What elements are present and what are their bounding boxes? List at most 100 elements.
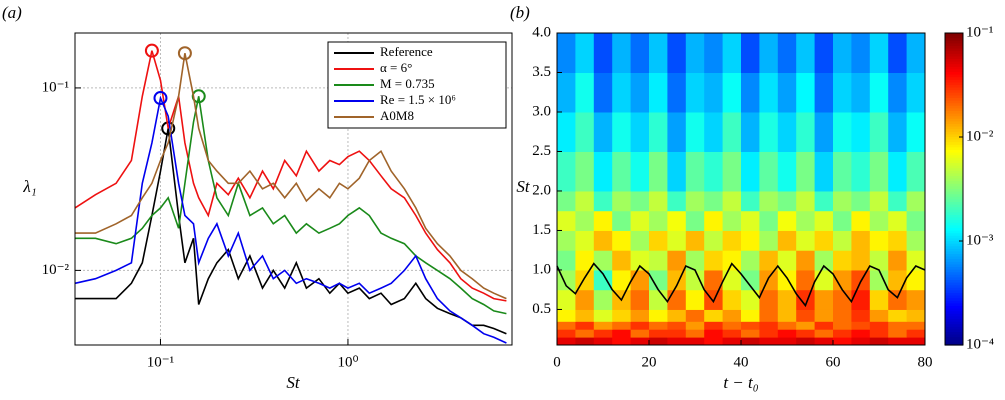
heatmap-cell [851, 72, 871, 113]
heatmap-cell [869, 111, 889, 152]
colorbar-segment [945, 202, 963, 206]
heatmap-cell [888, 269, 908, 291]
heatmap-cell [833, 111, 852, 152]
heatmap-cell [612, 111, 632, 152]
heatmap-cell [833, 309, 852, 322]
heatmap-cell [851, 230, 871, 251]
x-tick-label: 10⁻¹ [147, 354, 174, 370]
heatmap-cell [704, 151, 724, 192]
heatmap-cell [888, 309, 908, 322]
heatmap-cell [612, 33, 632, 73]
colorbar-segment [945, 256, 963, 260]
colorbar-segment [945, 51, 963, 55]
colorbar-segment [945, 124, 963, 128]
heatmap-cell [722, 250, 742, 271]
colorbar-segment [945, 254, 963, 258]
colorbar-segment [945, 326, 963, 330]
heatmap-cell [575, 151, 595, 192]
heatmap-cell [851, 309, 871, 322]
colorbar-segment [945, 40, 963, 44]
heatmap-cell [593, 269, 613, 291]
heatmap-cell [575, 289, 595, 310]
colorbar-segment [945, 103, 963, 107]
heatmap-cell [833, 72, 852, 113]
heatmap-cell [777, 289, 797, 310]
colorbar-segment [945, 90, 963, 94]
heatmap-cell [741, 289, 760, 310]
heatmap-cell [777, 33, 797, 73]
legend-label: M = 0.735 [380, 76, 435, 91]
heatmap-cell [722, 309, 742, 322]
colorbar-segment [945, 61, 963, 65]
heatmap-cell [906, 250, 926, 271]
colorbar-segment [945, 137, 963, 141]
heatmap-cell [869, 309, 889, 322]
heatmap-cell [796, 210, 816, 231]
heatmap-cell [814, 289, 834, 310]
colorbar-segment [945, 215, 963, 219]
colorbar-segment [945, 285, 963, 289]
heatmap-cell [593, 33, 613, 73]
heatmap-cell [722, 210, 742, 231]
heatmap-cell [575, 72, 595, 113]
colorbar-segment [945, 134, 963, 138]
heatmap-cell [741, 309, 760, 322]
heatmap-cell [649, 321, 668, 330]
colorbar-segment [945, 35, 963, 39]
y-tick-label: 1.0 [532, 261, 551, 277]
y-axis-label: St [516, 177, 531, 196]
heatmap-cell [759, 289, 779, 310]
heatmap-cell [557, 250, 576, 271]
colorbar-segment [945, 267, 963, 271]
heatmap-cell [685, 309, 705, 322]
heatmap-cell [777, 269, 797, 291]
colorbar-segment [945, 69, 963, 73]
heatmap-cell [906, 111, 926, 152]
heatmap-cell [851, 111, 871, 152]
heatmap-cell [888, 329, 908, 338]
heatmap-cell [777, 309, 797, 322]
peak-marker [153, 91, 168, 106]
heatmap-cell [575, 337, 595, 346]
heatmap-cell [630, 289, 650, 310]
colorbar-segment [945, 246, 963, 250]
heatmap-cell [888, 151, 908, 192]
colorbar-segment [945, 79, 963, 83]
heatmap-cell [906, 190, 926, 212]
heatmap-cell [667, 309, 687, 322]
heatmap-cell [814, 210, 834, 231]
heatmap-cell [906, 289, 926, 310]
heatmap-cell [667, 337, 687, 346]
heatmap-cell [667, 72, 687, 113]
heatmap-cell [667, 329, 687, 338]
heatmap-cell [704, 321, 724, 330]
heatmap-cell [575, 111, 595, 152]
colorbar-segment [945, 66, 963, 70]
heatmap-cell [759, 329, 779, 338]
colorbar-segment [945, 306, 963, 310]
heatmap-cell [685, 190, 705, 212]
heatmap-cell [741, 210, 760, 231]
heatmap-cell [557, 230, 576, 251]
heatmap-cell [593, 190, 613, 212]
colorbar-segment [945, 155, 963, 159]
colorbar-segment [945, 43, 963, 47]
heatmap-cell [685, 250, 705, 271]
heatmap-cell [593, 309, 613, 322]
colorbar-segment [945, 168, 963, 172]
colorbar-segment [945, 342, 963, 346]
heatmap-cell [685, 337, 705, 346]
heatmap-cell [722, 321, 742, 330]
colorbar-segment [945, 241, 963, 245]
legend-label: A0M8 [380, 108, 414, 123]
heatmap-cell [575, 190, 595, 212]
heatmap-cell [796, 190, 816, 212]
heatmap-cell [630, 151, 650, 192]
heatmap-cell [722, 230, 742, 251]
heatmap-cell [722, 329, 742, 338]
heatmap-cell [630, 329, 650, 338]
heatmap-cell [557, 321, 576, 330]
colorbar-segment [945, 251, 963, 255]
heatmap-cell [796, 72, 816, 113]
